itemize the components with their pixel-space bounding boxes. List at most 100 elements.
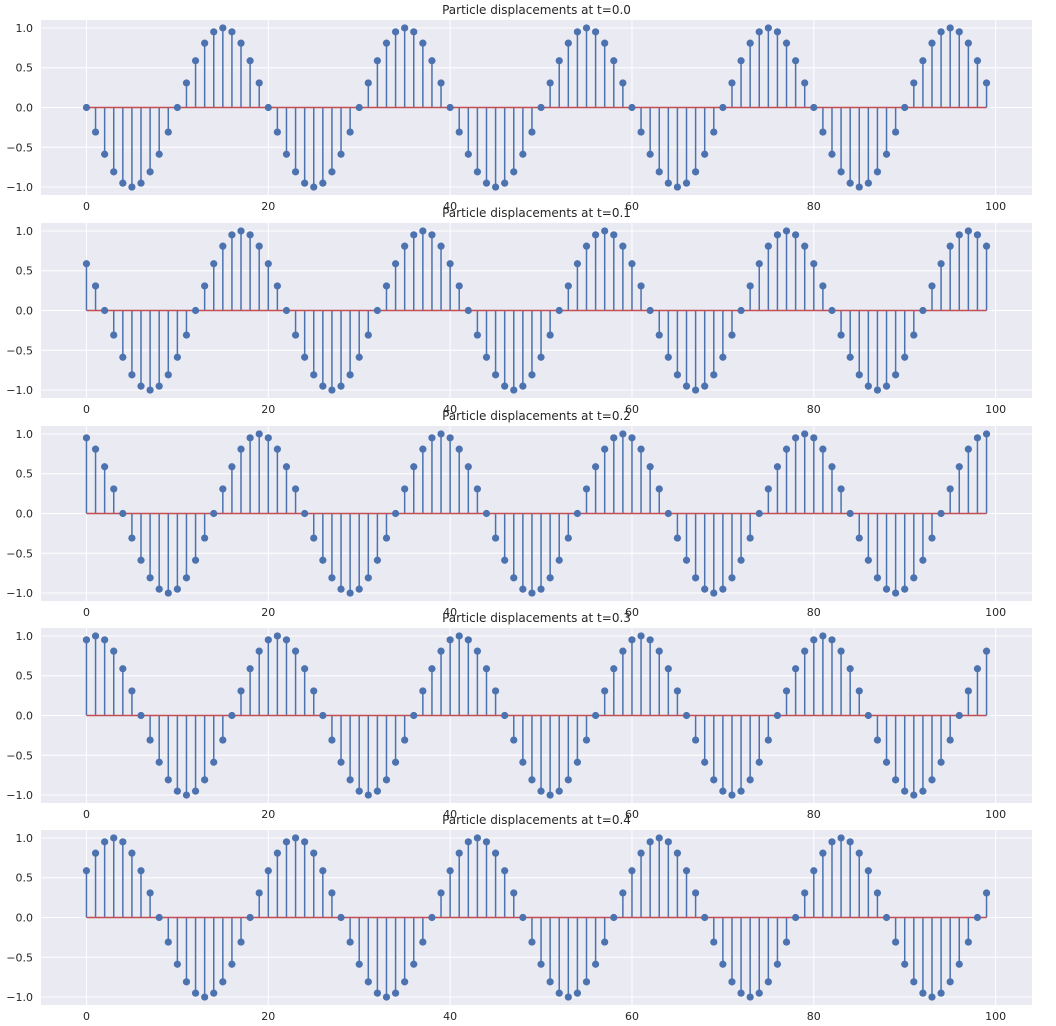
stem-marker xyxy=(937,28,945,36)
stem-marker xyxy=(719,353,727,361)
stem-marker xyxy=(128,849,136,857)
stem-marker xyxy=(982,889,991,897)
stem-marker xyxy=(919,57,927,65)
stem-marker xyxy=(982,430,991,438)
stem-marker xyxy=(773,960,782,968)
stem-marker xyxy=(464,306,472,315)
stem-marker xyxy=(637,128,645,136)
y-tick-label: 1.0 xyxy=(16,225,34,238)
stem-marker xyxy=(882,913,891,922)
stem-marker xyxy=(255,889,263,897)
stem-marker xyxy=(646,838,654,846)
stem-marker xyxy=(391,758,400,766)
stem-marker xyxy=(219,736,227,744)
stem-marker xyxy=(837,331,845,339)
stem-marker xyxy=(410,463,418,471)
stem-marker xyxy=(110,834,118,842)
stem-marker xyxy=(873,386,882,394)
x-tick-label: 80 xyxy=(807,606,821,619)
stem-marker xyxy=(755,758,763,766)
stem-marker xyxy=(473,331,482,339)
stem-marker xyxy=(591,960,600,968)
stem-marker xyxy=(564,993,572,1001)
stem-marker xyxy=(191,989,200,997)
stem-marker xyxy=(555,989,563,997)
stem-marker xyxy=(937,758,945,766)
stem-marker xyxy=(828,838,836,846)
stem-marker xyxy=(210,989,218,997)
x-tick-label: 40 xyxy=(443,403,457,416)
stem-marker xyxy=(919,556,927,564)
stem-marker xyxy=(664,665,672,673)
stem-marker xyxy=(882,585,891,593)
stem-marker xyxy=(810,636,818,644)
stem-marker xyxy=(401,485,409,493)
x-tick-label: 40 xyxy=(443,606,457,619)
y-tick-label: 0.0 xyxy=(16,912,34,925)
stem-marker xyxy=(601,39,609,47)
stem-marker xyxy=(319,711,327,720)
stem-marker xyxy=(128,534,136,542)
stem-marker xyxy=(291,168,300,176)
stem-marker xyxy=(173,585,181,593)
x-tick-label: 0 xyxy=(83,1010,90,1023)
stem-marker xyxy=(255,430,263,438)
stem-marker xyxy=(501,382,509,390)
stem-marker xyxy=(237,445,245,453)
y-tick-label: −0.5 xyxy=(6,749,33,762)
y-tick-label: −0.5 xyxy=(6,141,33,154)
stem-marker xyxy=(537,960,545,968)
stem-marker xyxy=(228,711,236,720)
stem-marker xyxy=(464,150,472,158)
stem-marker xyxy=(801,647,809,655)
stem-marker xyxy=(837,485,845,493)
stem-marker xyxy=(646,463,654,471)
stem-marker xyxy=(501,711,509,720)
x-tick-label: 40 xyxy=(443,808,457,821)
stem-marker xyxy=(746,282,754,290)
stem-marker xyxy=(964,227,972,235)
stem-marker xyxy=(210,509,218,518)
stem-marker xyxy=(910,79,918,87)
stem-marker xyxy=(746,776,754,784)
stem-marker xyxy=(910,574,918,582)
stem-marker xyxy=(591,28,600,36)
stem-marker xyxy=(319,382,327,390)
stem-marker xyxy=(682,867,691,875)
stem-marker xyxy=(819,445,827,453)
stem-marker xyxy=(673,183,682,191)
stem-marker xyxy=(191,306,200,315)
stem-marker xyxy=(582,736,591,744)
stem-marker xyxy=(982,647,991,655)
stem-marker xyxy=(528,128,536,136)
stem-marker xyxy=(482,838,491,846)
stem-marker xyxy=(619,647,627,655)
stem-marker xyxy=(928,282,936,290)
stem-marker xyxy=(737,306,745,315)
stem-marker xyxy=(519,150,527,158)
stem-marker xyxy=(792,913,800,922)
stem-marker xyxy=(919,306,927,315)
stem-marker xyxy=(391,989,400,997)
stem-marker xyxy=(573,989,582,997)
y-tick-label: 0.0 xyxy=(16,102,34,115)
stem-marker xyxy=(528,589,536,597)
stem-marker xyxy=(264,867,272,875)
stem-marker xyxy=(528,776,536,784)
y-tick-label: 0.5 xyxy=(16,468,34,481)
stem-marker xyxy=(446,636,454,644)
stem-marker xyxy=(210,758,218,766)
stem-marker xyxy=(982,79,991,87)
stem-marker xyxy=(892,938,900,946)
stem-marker xyxy=(282,463,291,471)
stem-marker xyxy=(701,150,709,158)
stem-marker xyxy=(637,282,645,290)
stem-marker xyxy=(128,687,136,695)
stem-marker xyxy=(646,636,654,644)
stem-marker xyxy=(364,331,372,339)
stem-marker xyxy=(892,589,900,597)
stem-marker xyxy=(782,938,791,946)
stem-marker xyxy=(546,978,554,986)
stem-marker xyxy=(373,57,381,65)
stem-marker xyxy=(773,28,782,36)
